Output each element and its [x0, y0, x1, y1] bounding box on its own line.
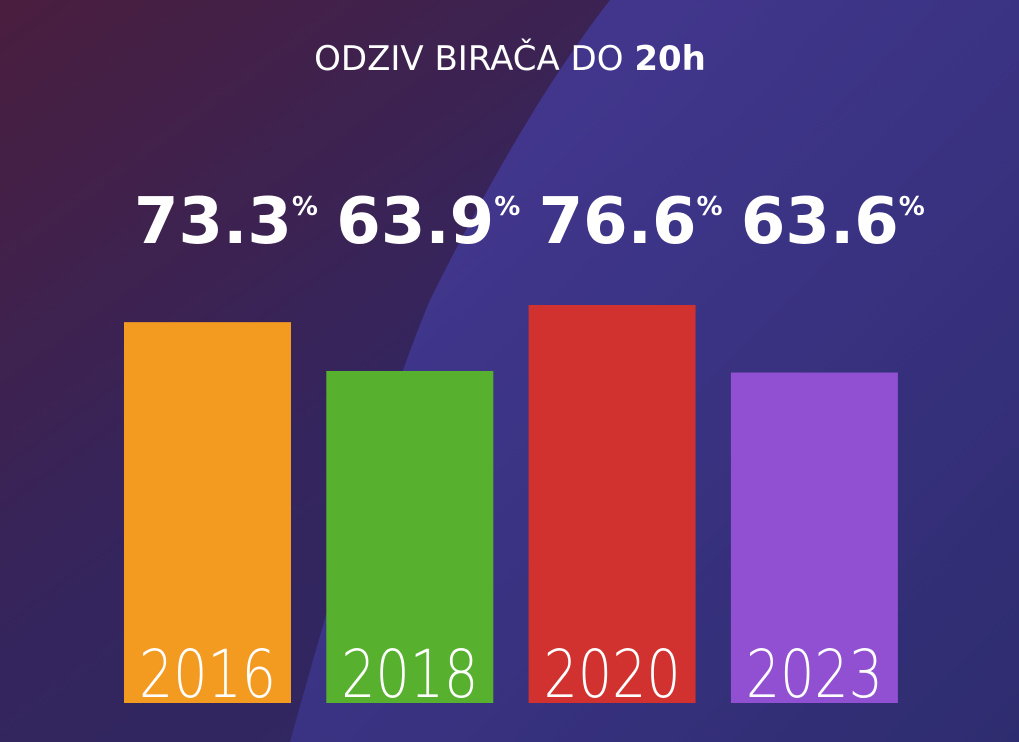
value-label: 63.9% [336, 185, 520, 259]
x-tick-label: 2016 [139, 636, 276, 713]
title-emphasis: 20h [634, 39, 706, 79]
chart-title: ODZIV BIRAČA DO 20h [314, 38, 706, 79]
title-text: ODZIV BIRAČA DO [314, 38, 623, 79]
bar [124, 322, 291, 703]
value-label: 76.6% [539, 185, 723, 259]
value-label: 73.3% [134, 185, 318, 259]
x-tick-label: 2020 [544, 636, 681, 713]
value-label: 63.6% [741, 185, 925, 259]
x-tick-label: 2018 [341, 636, 478, 713]
x-tick-label: 2023 [746, 636, 883, 713]
bar [326, 370, 494, 703]
bar [528, 305, 696, 703]
bar [730, 372, 898, 703]
